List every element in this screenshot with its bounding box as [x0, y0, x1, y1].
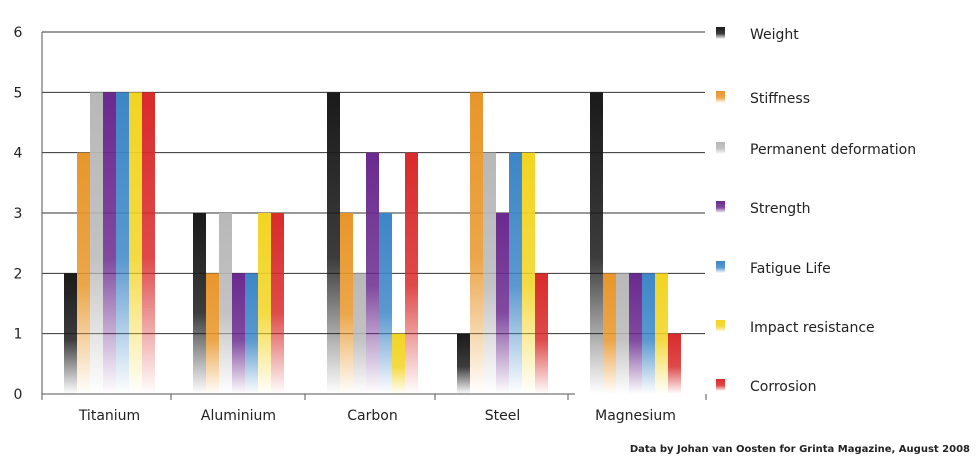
- y-tick-label: 6: [14, 25, 23, 41]
- bar-titanium-corrosion: [142, 92, 155, 394]
- category-label: Aluminium: [201, 408, 276, 424]
- bar-carbon-strength: [366, 152, 379, 394]
- axes: 0 1 2 3 4 5 6 Titanium Aluminium Carbon Steel Magne…: [14, 25, 707, 424]
- bar-steel-stiffness: [470, 92, 483, 394]
- bar-steel-strength: [496, 213, 509, 394]
- bar-carbon-impact-resistance: [392, 333, 405, 394]
- legend-label: Weight: [750, 27, 799, 43]
- legend-label: Corrosion: [750, 379, 817, 395]
- bar-steel-weight: [457, 333, 470, 394]
- bar-aluminium-fatigue-life: [245, 273, 258, 394]
- bar-carbon-permanent-deformation: [353, 273, 366, 394]
- y-tick-label: 0: [14, 387, 23, 403]
- bar-carbon-fatigue-life: [379, 213, 392, 394]
- category-label: Magnesium: [595, 408, 676, 424]
- legend-swatch: [716, 27, 725, 39]
- y-tick-label: 1: [14, 327, 23, 343]
- bar-titanium-stiffness: [77, 152, 90, 394]
- legend-swatch: [716, 201, 725, 213]
- bar-aluminium-stiffness: [206, 273, 219, 394]
- bar-steel-impact-resistance: [522, 152, 535, 394]
- bar-aluminium-weight: [193, 213, 206, 394]
- bar-aluminium-permanent-deformation: [219, 213, 232, 394]
- y-tick-label: 2: [14, 266, 23, 282]
- y-tick-label: 5: [14, 85, 23, 101]
- category-label: Titanium: [78, 408, 140, 424]
- bar-aluminium-corrosion: [271, 213, 284, 394]
- bar-magnesium-strength: [629, 273, 642, 394]
- bar-magnesium-corrosion: [668, 333, 681, 394]
- bar-steel-fatigue-life: [509, 152, 522, 394]
- bar-steel-corrosion: [535, 273, 548, 394]
- bar-titanium-impact-resistance: [129, 92, 142, 394]
- bar-aluminium-strength: [232, 273, 245, 394]
- category-label: Steel: [485, 408, 521, 424]
- data-source-credit: Data by Johan van Oosten for Grinta Maga…: [629, 444, 970, 455]
- legend-swatch: [716, 91, 725, 103]
- legend-swatch: [716, 379, 725, 391]
- bar-magnesium-stiffness: [603, 273, 616, 394]
- legend-swatch: [716, 320, 725, 332]
- bar-carbon-weight: [327, 92, 340, 394]
- bar-titanium-fatigue-life: [116, 92, 129, 394]
- bar-steel-permanent-deformation: [483, 152, 496, 394]
- bar-carbon-corrosion: [405, 152, 418, 394]
- legend-label: Impact resistance: [750, 320, 875, 336]
- legend-swatch: [716, 261, 725, 273]
- legend: Weight Stiffness Permanent deformation Stre…: [716, 27, 916, 395]
- bar-magnesium-fatigue-life: [642, 273, 655, 394]
- bar-magnesium-impact-resistance: [655, 273, 668, 394]
- bar-magnesium-weight: [590, 92, 603, 394]
- legend-label: Fatigue Life: [750, 261, 831, 277]
- legend-label: Stiffness: [750, 91, 810, 107]
- bar-aluminium-impact-resistance: [258, 213, 271, 394]
- bar-magnesium-permanent-deformation: [616, 273, 629, 394]
- legend-swatch: [716, 142, 725, 154]
- legend-label: Permanent deformation: [750, 142, 916, 158]
- bar-titanium-weight: [64, 273, 77, 394]
- category-label: Carbon: [347, 408, 397, 424]
- bar-titanium-permanent-deformation: [90, 92, 103, 394]
- bar-titanium-strength: [103, 92, 116, 394]
- bars: [64, 92, 681, 394]
- y-tick-label: 3: [14, 206, 23, 222]
- bar-carbon-stiffness: [340, 213, 353, 394]
- y-tick-label: 4: [14, 146, 23, 162]
- legend-label: Strength: [750, 201, 811, 217]
